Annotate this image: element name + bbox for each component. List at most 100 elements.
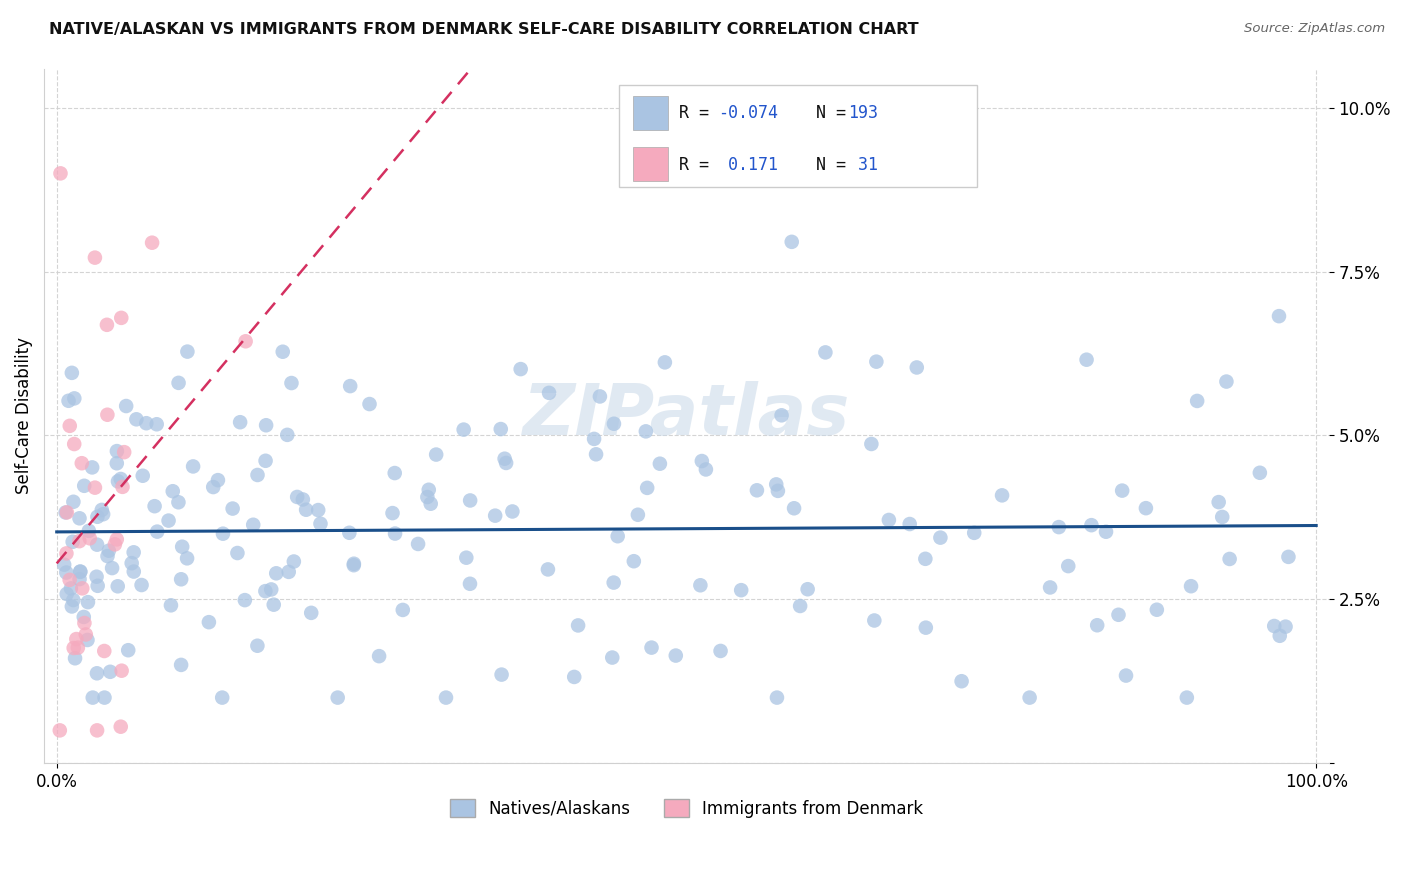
Point — [730, 583, 752, 598]
Point — [863, 614, 886, 628]
Point — [1047, 520, 1070, 534]
Point — [1185, 393, 1208, 408]
Point — [1175, 690, 1198, 705]
Point — [695, 462, 717, 476]
Point — [58, 393, 80, 408]
Point — [501, 504, 523, 518]
Point — [84, 481, 107, 495]
Point — [583, 432, 606, 446]
Point — [484, 508, 506, 523]
Point — [368, 649, 391, 664]
Point — [456, 550, 478, 565]
Point — [489, 422, 512, 436]
Point — [73, 615, 96, 630]
Point — [55, 506, 77, 520]
Point — [690, 454, 713, 468]
Point — [105, 444, 128, 458]
Point — [1208, 495, 1230, 509]
Point — [295, 502, 318, 516]
Point — [789, 599, 811, 613]
Point — [339, 379, 361, 393]
Point — [271, 344, 294, 359]
Point — [1111, 483, 1133, 498]
Point — [110, 720, 132, 734]
Point — [121, 556, 143, 570]
Point — [63, 651, 86, 665]
Point — [226, 546, 249, 560]
Point — [86, 509, 108, 524]
Point — [254, 584, 277, 599]
Point — [207, 473, 229, 487]
Point — [285, 490, 308, 504]
Point — [107, 579, 129, 593]
Point — [122, 565, 145, 579]
Point — [66, 640, 89, 655]
Point — [86, 570, 108, 584]
Text: Source: ZipAtlas.com: Source: ZipAtlas.com — [1244, 22, 1385, 36]
Point — [233, 593, 256, 607]
Point — [86, 538, 108, 552]
Point — [145, 417, 167, 432]
Point — [110, 310, 132, 325]
Point — [1249, 466, 1271, 480]
Point — [110, 472, 132, 486]
Point — [1115, 668, 1137, 682]
Point — [458, 493, 481, 508]
Point — [235, 334, 257, 349]
Legend: Natives/Alaskans, Immigrants from Denmark: Natives/Alaskans, Immigrants from Denmar… — [443, 793, 929, 824]
Point — [495, 456, 517, 470]
Point — [70, 456, 93, 470]
Point — [96, 408, 118, 422]
Point — [1211, 510, 1233, 524]
Point — [914, 621, 936, 635]
Point — [709, 644, 731, 658]
Point — [1146, 603, 1168, 617]
Point — [1274, 620, 1296, 634]
Point — [1085, 618, 1108, 632]
Text: 0.171: 0.171 — [718, 156, 779, 174]
Point — [600, 650, 623, 665]
Point — [291, 492, 314, 507]
Point — [1180, 579, 1202, 593]
Point — [59, 582, 82, 596]
Point — [135, 416, 157, 430]
Point — [167, 376, 190, 390]
Point — [280, 376, 302, 390]
Point — [765, 477, 787, 491]
Point — [117, 643, 139, 657]
Point — [991, 488, 1014, 502]
Point — [1219, 552, 1241, 566]
Point — [640, 640, 662, 655]
Point — [277, 565, 299, 579]
Point — [86, 723, 108, 738]
Point — [665, 648, 688, 663]
Point — [246, 639, 269, 653]
Point — [86, 666, 108, 681]
Point — [49, 166, 72, 180]
Point — [453, 423, 475, 437]
Point — [86, 579, 108, 593]
Point — [60, 366, 83, 380]
Point — [53, 558, 76, 572]
Point — [689, 578, 711, 592]
Point — [343, 557, 366, 571]
Text: N =: N = — [796, 156, 856, 174]
Point — [1215, 375, 1237, 389]
Point — [929, 531, 952, 545]
Point — [93, 644, 115, 658]
Point — [69, 511, 91, 525]
Point — [229, 415, 252, 429]
Point — [67, 534, 90, 549]
Point — [309, 516, 332, 531]
Point — [299, 606, 322, 620]
Point — [1135, 501, 1157, 516]
Point — [263, 598, 285, 612]
Point — [509, 362, 531, 376]
Point — [636, 481, 658, 495]
Point — [198, 615, 221, 629]
Text: 193: 193 — [848, 104, 877, 122]
Point — [172, 540, 194, 554]
Point — [634, 425, 657, 439]
Point — [90, 503, 112, 517]
Point — [877, 513, 900, 527]
